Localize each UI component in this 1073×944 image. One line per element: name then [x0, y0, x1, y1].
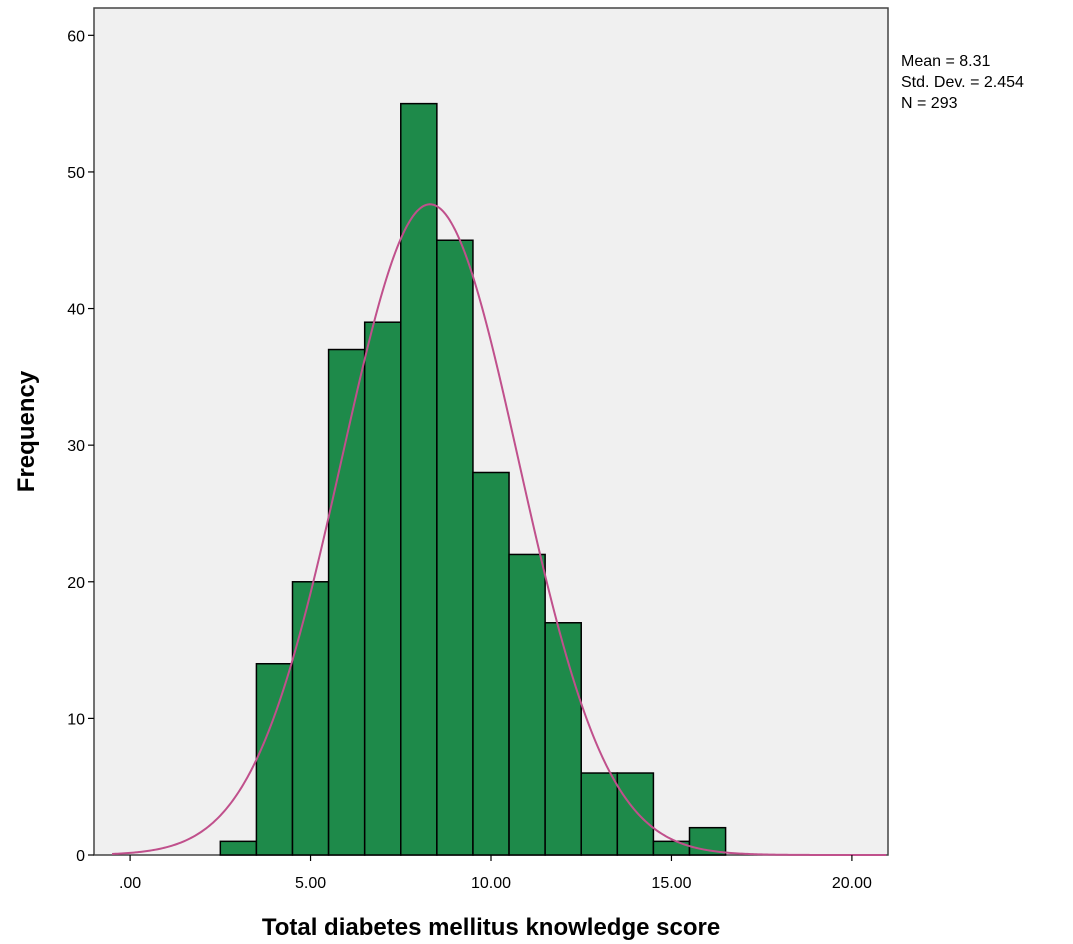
bars-group: [219, 102, 727, 856]
x-tick-label: 20.00: [832, 875, 872, 892]
histogram-bar: [472, 471, 510, 856]
histogram-bar: [580, 772, 619, 856]
histogram-bar: [508, 553, 546, 856]
stat-mean: Mean = 8.31: [901, 53, 991, 70]
x-axis-title: Total diabetes mellitus knowledge score: [262, 914, 720, 941]
stat-std-dev: Std. Dev. = 2.454: [901, 74, 1024, 91]
histogram-bar: [616, 772, 655, 856]
x-tick-label: .00: [119, 875, 141, 892]
histogram-bar: [255, 662, 294, 856]
y-tick-label: 50: [67, 165, 85, 182]
y-tick-label: 30: [67, 438, 85, 455]
y-tick-label: 20: [67, 575, 85, 592]
histogram-bar: [436, 239, 474, 856]
histogram-bar: [363, 321, 402, 856]
x-tick-label: 15.00: [651, 875, 691, 892]
x-axis: .00 5.00 10.00 15.00 20.00: [119, 855, 872, 892]
y-tick-label: 60: [67, 28, 85, 45]
histogram-bar: [327, 348, 366, 856]
histogram-bar: [219, 840, 258, 856]
histogram-bar: [291, 581, 330, 856]
histogram-bar: [544, 622, 582, 856]
y-tick-label: 10: [67, 711, 85, 728]
x-tick-label: 10.00: [471, 875, 511, 892]
y-axis-title: Frequency: [13, 370, 40, 492]
normal-curve: [112, 203, 887, 856]
y-axis: 0 10 20 30 40 50 60: [67, 28, 94, 865]
stats-box: Mean = 8.31 Std. Dev. = 2.454 N = 293: [901, 53, 1024, 112]
y-tick-label: 0: [76, 848, 85, 865]
histogram-bar: [400, 102, 438, 856]
stat-n: N = 293: [901, 95, 958, 112]
x-tick-label: 5.00: [295, 875, 326, 892]
y-tick-label: 40: [67, 302, 85, 319]
